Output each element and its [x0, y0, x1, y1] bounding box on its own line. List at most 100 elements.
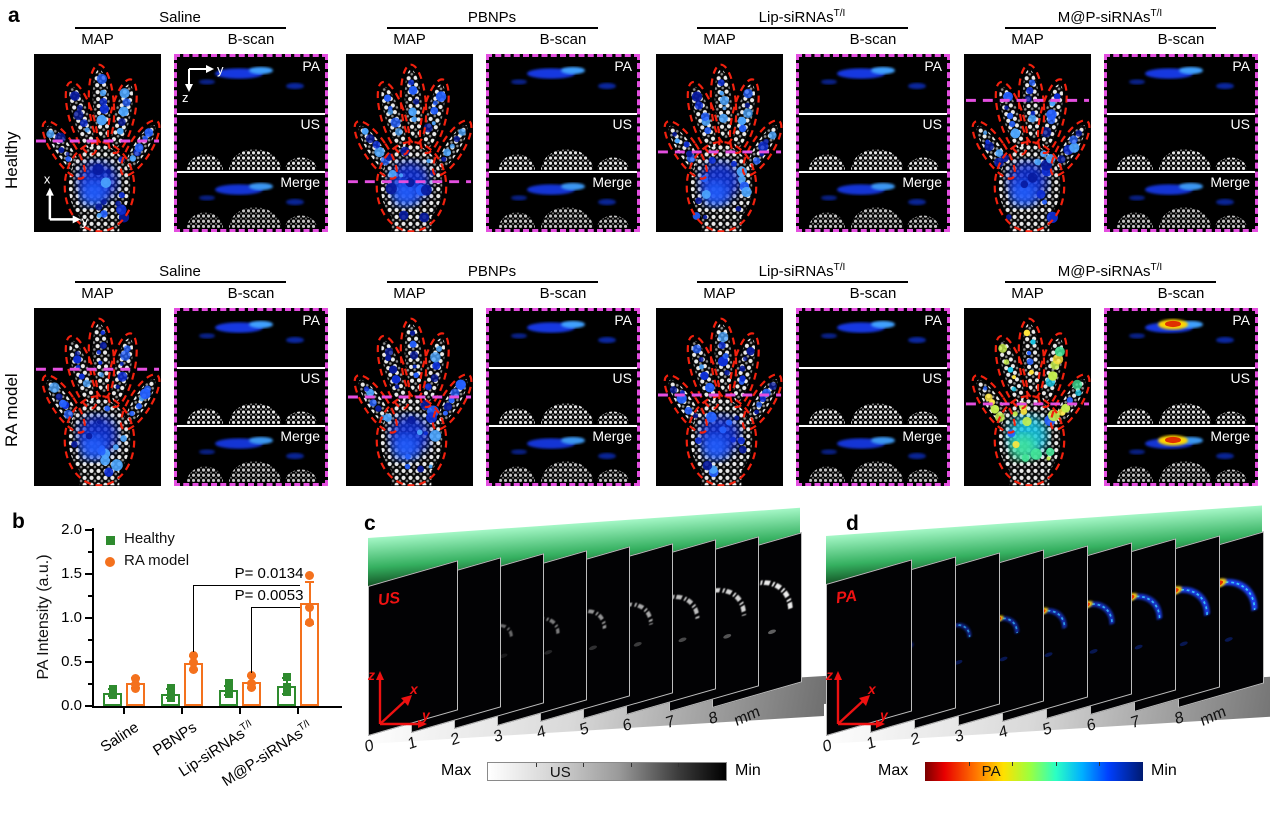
colorbar-max-label: Max — [441, 762, 472, 779]
data-point — [224, 685, 233, 694]
bscan-graphic — [1117, 149, 1247, 170]
bscan-column-label: B-scan — [849, 31, 897, 48]
stack-axis-y-label: y — [879, 707, 889, 723]
bscan-graphic — [809, 436, 939, 482]
map-column-label: MAP — [393, 31, 426, 48]
bscan-panel-merge: Merge — [799, 171, 947, 229]
panel-d-pa-stack: PA z x y 0 1 2 3 4 5 6 7 8 mm Max PA Min — [818, 505, 1270, 813]
data-point — [131, 674, 140, 684]
bscan-graphic — [187, 149, 317, 170]
stack-axis-arrows: z xy — [367, 667, 431, 728]
bscan-axis-y-label: y — [217, 62, 224, 77]
bscan-panel-pa: y z PA — [177, 57, 325, 113]
data-point — [282, 672, 291, 681]
treatment-group-ra-0: Saline MAP B-scan PA US Merge — [30, 262, 330, 508]
group-header: M@P-siRNAsT/I — [960, 262, 1260, 283]
bscan-panel-label: Merge — [1210, 428, 1250, 444]
bscan-graphic — [499, 436, 629, 482]
data-point — [189, 665, 198, 675]
stack-axis-z-label: z — [367, 667, 375, 683]
bscan-graphic — [821, 66, 926, 90]
bscan-box: PA US Merge — [174, 308, 328, 486]
bscan-panel-label: US — [300, 370, 320, 386]
bscan-panel-pa: PA — [177, 311, 325, 367]
x-tick — [297, 708, 299, 714]
bscan-panel-us: US — [489, 367, 637, 425]
treatment-group-healthy-2: Lip-siRNAsT/I MAP B-scan PA US Merge — [652, 8, 952, 254]
stack-mode-label: PA — [834, 587, 858, 608]
data-point — [305, 617, 314, 627]
legend-label-healthy: Healthy — [124, 530, 175, 547]
bscan-panel-us: US — [177, 367, 325, 425]
group-name-superscript: T/I — [1150, 8, 1163, 19]
group-header-underline: Saline — [74, 8, 286, 29]
panel-c-label: c — [364, 512, 376, 535]
map-image — [346, 54, 473, 233]
bscan-panel-label: PA — [924, 58, 942, 74]
bscan-panel-pa: PA — [799, 57, 947, 113]
stack-axis-arrows: z xy — [825, 667, 889, 728]
p-bracket-horizontal — [193, 584, 300, 586]
colorbar-tick — [1055, 762, 1057, 766]
bscan-panel-label: US — [612, 370, 632, 386]
colorbar-tick — [968, 762, 970, 766]
bscan-panel-us: US — [1107, 113, 1255, 171]
map-paw-graphic: xy — [34, 54, 161, 233]
bscan-graphic — [511, 66, 616, 90]
panel-a: Healthy Saline MAP B-scan x y y z PA US Merge PBNPs… — [2, 8, 1260, 508]
y-tick-label: 1.0 — [61, 609, 82, 626]
colorbar-min-label: Min — [1151, 762, 1177, 779]
map-column-label: MAP — [393, 285, 426, 302]
data-point — [224, 689, 233, 698]
bscan-graphic — [499, 403, 629, 424]
group-header: PBNPs — [342, 262, 642, 283]
bscan-column-label: B-scan — [227, 31, 275, 48]
colorbar-tick — [535, 763, 537, 767]
bscan-box: y z PA US Merge — [174, 54, 328, 232]
stack-axis-x-label: x — [867, 681, 877, 697]
error-cap-top — [305, 580, 314, 583]
bscan-panel-merge: Merge — [177, 425, 325, 483]
map-paw-graphic — [656, 54, 783, 233]
data-point — [166, 683, 175, 692]
map-paw-graphic — [656, 308, 783, 487]
colorbar-tick — [583, 763, 585, 767]
bscan-panel-label: US — [922, 116, 942, 132]
bscan-panel-label: PA — [1232, 58, 1250, 74]
y-axis-title: PA Intensity (a.u.) — [35, 554, 52, 680]
p-bracket-vertical — [251, 606, 252, 673]
map-image — [964, 54, 1091, 233]
stack-axis-x-label: x — [409, 681, 419, 697]
data-point — [108, 685, 117, 694]
bscan-panel-us: US — [177, 113, 325, 171]
group-name-superscript: T/I — [833, 262, 846, 273]
map-image — [656, 308, 783, 487]
y-major-tick — [85, 617, 92, 619]
bscan-panel-us: US — [799, 113, 947, 171]
bscan-panel-merge: Merge — [489, 171, 637, 229]
map-image — [656, 54, 783, 233]
y-minor-tick — [88, 683, 92, 685]
group-name: Saline — [159, 263, 201, 280]
stack-axis-z-label: z — [825, 667, 833, 683]
stack-axis-y-label: y — [421, 707, 431, 723]
bscan-panel-merge: Merge — [1107, 171, 1255, 229]
bscan-graphic — [187, 403, 317, 424]
y-major-tick — [85, 661, 92, 663]
map-axis-x-label: x — [44, 172, 51, 187]
group-header-underline: Lip-siRNAsT/I — [696, 8, 908, 29]
bscan-box: PA US Merge — [486, 54, 640, 232]
y-minor-tick — [88, 639, 92, 641]
treatment-group-healthy-3: M@P-siRNAsT/I MAP B-scan PA US Merge — [960, 8, 1260, 254]
colorbar-tick — [630, 763, 632, 767]
y-major-tick — [85, 705, 92, 707]
panel-a-label: a — [8, 4, 20, 27]
bscan-panel-label: Merge — [902, 428, 942, 444]
group-header: PBNPs — [342, 8, 642, 29]
bscan-axis-z-label: z — [182, 90, 189, 105]
map-column-label: MAP — [81, 285, 114, 302]
bscan-panel-label: US — [612, 116, 632, 132]
bscan-column-label: B-scan — [539, 285, 587, 302]
map-paw-graphic — [346, 308, 473, 487]
